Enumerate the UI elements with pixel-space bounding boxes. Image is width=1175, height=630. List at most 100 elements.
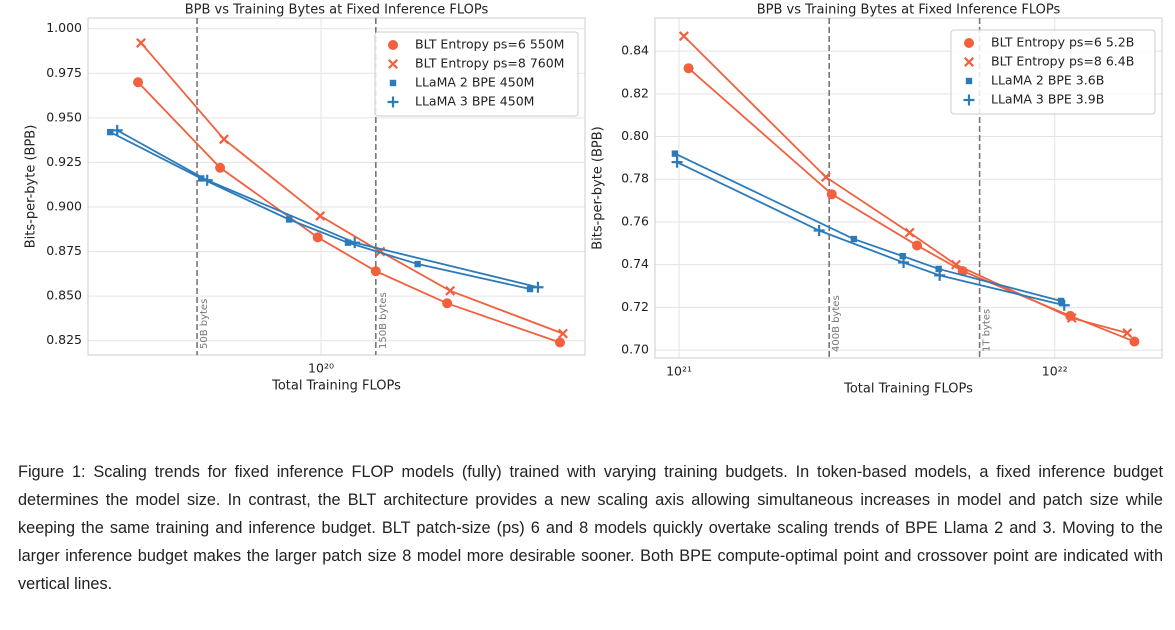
x-tick-label: 10²² xyxy=(1042,364,1068,379)
legend-label: BLT Entropy ps=8 6.4B xyxy=(991,54,1134,69)
plot-frame xyxy=(654,17,1163,359)
series-line xyxy=(109,131,531,290)
legend-marker xyxy=(964,38,974,48)
legend-marker xyxy=(965,77,973,85)
series-line xyxy=(676,161,1065,307)
chart-title: BPB vs Training Bytes at Fixed Inference… xyxy=(185,3,489,18)
y-tick-label: 0.850 xyxy=(46,288,82,303)
y-tick-label: 0.925 xyxy=(46,154,82,169)
point xyxy=(934,269,946,281)
series-line xyxy=(683,35,1128,334)
point xyxy=(219,134,229,145)
x-axis-label: Total Training FLOPs xyxy=(843,382,973,397)
series-line xyxy=(140,42,564,335)
point xyxy=(532,281,544,293)
point xyxy=(215,162,226,173)
y-tick-label: 0.825 xyxy=(46,332,82,347)
y-tick-label: 0.84 xyxy=(621,43,649,58)
vline-label: 1T bytes xyxy=(982,309,993,352)
legend-label: LLaMA 2 BPE 450M xyxy=(415,75,534,90)
y-tick-label: 0.76 xyxy=(621,213,649,228)
point xyxy=(370,266,381,277)
y-tick-label: 0.78 xyxy=(621,171,649,186)
point xyxy=(197,175,205,182)
series-line xyxy=(137,81,561,344)
y-axis-label: Bits-per-byte (BPB) xyxy=(591,126,606,250)
point xyxy=(107,128,114,136)
legend-marker xyxy=(388,40,398,50)
legend-marker xyxy=(388,59,398,69)
point xyxy=(1122,328,1133,338)
plot-frame xyxy=(87,17,586,356)
point xyxy=(1057,297,1065,305)
point xyxy=(683,63,694,74)
point xyxy=(312,232,323,243)
series-line xyxy=(116,129,539,289)
y-tick-label: 0.975 xyxy=(46,65,82,80)
point xyxy=(1058,299,1070,311)
point xyxy=(133,77,144,88)
legend-marker xyxy=(963,94,975,106)
point xyxy=(201,174,213,186)
point xyxy=(344,239,352,246)
legend-label: LLaMA 3 BPE 3.9B xyxy=(991,92,1104,107)
legend-marker xyxy=(964,57,974,67)
point xyxy=(671,150,679,157)
point xyxy=(414,260,421,268)
legend-label: BLT Entropy ps=8 760M xyxy=(415,56,564,71)
point xyxy=(899,252,906,260)
point xyxy=(951,259,961,270)
legend-box xyxy=(374,31,579,117)
x-tick-label: 10²⁰ xyxy=(308,361,334,376)
point xyxy=(904,227,915,238)
point xyxy=(1129,336,1140,347)
point xyxy=(136,37,146,48)
point xyxy=(558,328,568,339)
point xyxy=(526,285,534,293)
point xyxy=(898,257,910,269)
caption: Figure 1: Scaling trends for fixed infer… xyxy=(18,463,1163,593)
point xyxy=(826,189,837,200)
point xyxy=(1066,313,1077,324)
point xyxy=(935,265,942,273)
point xyxy=(555,337,566,348)
legend-label: BLT Entropy ps=6 5.2B xyxy=(991,35,1134,50)
y-tick-label: 0.80 xyxy=(621,128,649,143)
point xyxy=(315,210,326,221)
vline-label: 400B bytes xyxy=(831,295,842,352)
legend-label: LLaMA 3 BPE 450M xyxy=(415,94,534,109)
legend-label: LLaMA 2 BPE 3.6B xyxy=(991,73,1104,88)
y-tick-label: 0.72 xyxy=(621,299,649,314)
y-axis-label: Bits-per-byte (BPB) xyxy=(24,125,39,249)
y-tick-label: 1.000 xyxy=(46,20,82,35)
point xyxy=(349,237,361,249)
legend-label: BLT Entropy ps=6 550M xyxy=(415,37,564,52)
point xyxy=(820,172,831,183)
point xyxy=(678,31,689,42)
y-tick-label: 0.74 xyxy=(621,256,649,271)
y-tick-label: 0.82 xyxy=(621,85,649,100)
point xyxy=(111,124,123,136)
point xyxy=(671,156,683,168)
point xyxy=(442,298,453,309)
x-tick-label: 10²¹ xyxy=(666,364,692,379)
y-tick-label: 0.875 xyxy=(46,243,82,258)
point xyxy=(850,235,858,243)
y-tick-label: 0.950 xyxy=(46,109,82,124)
x-axis-label: Total Training FLOPs xyxy=(271,379,401,394)
figure: 1.0000.9750.9500.9250.9000.8750.8500.825… xyxy=(24,3,1163,397)
vline-label: 150B bytes xyxy=(378,292,389,349)
chart-title: BPB vs Training Bytes at Fixed Inference… xyxy=(757,3,1061,18)
point xyxy=(813,225,825,236)
point xyxy=(445,285,456,296)
y-tick-label: 0.70 xyxy=(621,342,649,357)
series-line xyxy=(674,152,1062,302)
point xyxy=(285,216,293,223)
vline-label: 50B bytes xyxy=(199,299,210,349)
legend-marker xyxy=(389,79,397,87)
legend-box xyxy=(950,29,1156,115)
point xyxy=(912,240,923,251)
legend-marker xyxy=(387,96,399,108)
y-tick-label: 0.900 xyxy=(46,199,82,214)
